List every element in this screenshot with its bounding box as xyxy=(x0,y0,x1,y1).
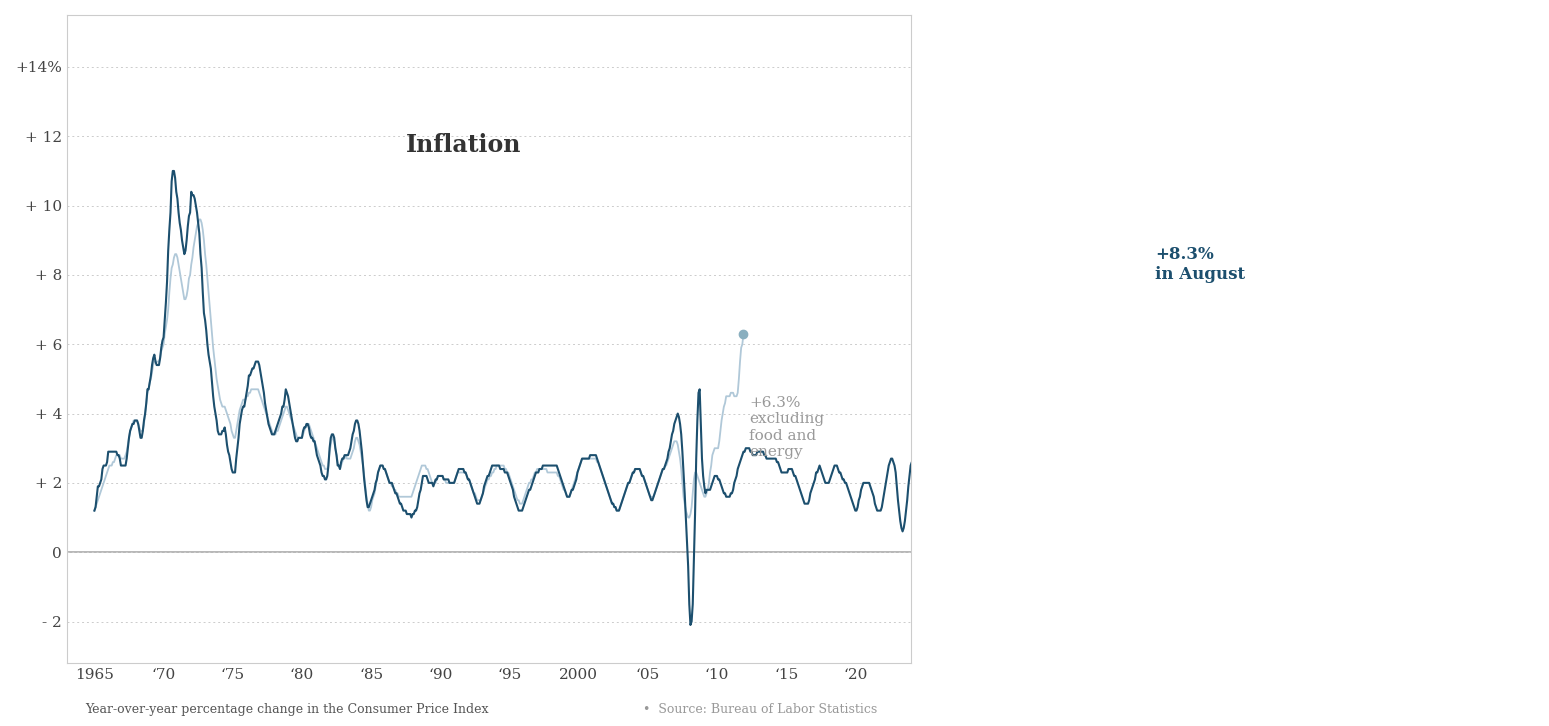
Text: •  Source: Bureau of Labor Statistics: • Source: Bureau of Labor Statistics xyxy=(635,703,877,716)
Text: Inflation: Inflation xyxy=(406,133,520,157)
Text: +6.3%
excluding
food and
energy: +6.3% excluding food and energy xyxy=(750,396,824,459)
Text: +8.3%
in August: +8.3% in August xyxy=(1156,246,1245,283)
Text: Year-over-year percentage change in the Consumer Price Index: Year-over-year percentage change in the … xyxy=(85,703,488,716)
